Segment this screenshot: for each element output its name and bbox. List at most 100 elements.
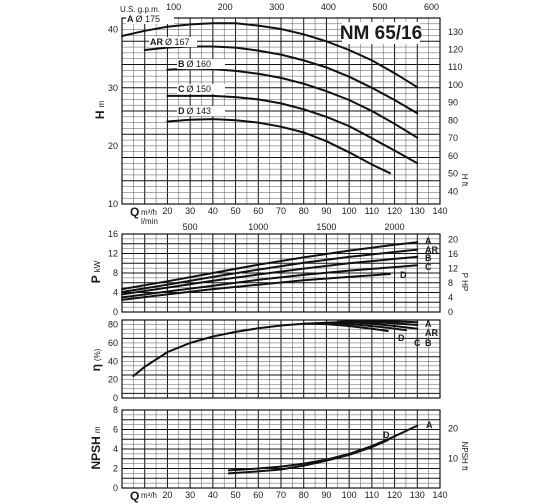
efficiency-y-tick: 80 [108,320,118,330]
q-m3h-tick: 60 [253,206,263,216]
q-lmin-tick: 500 [183,222,198,232]
power-y-tick: 8 [113,268,118,278]
efficiency-axis-label-unit: (%) [93,348,102,361]
npsh-y-tick: 8 [113,405,118,415]
efficiency-curve-d [302,322,389,332]
q-m3h-tick-bottom: 80 [299,490,309,500]
efficiency-frame [121,319,441,399]
power-right-tick: 0 [448,307,453,317]
q-m3h-tick-bottom: 60 [253,490,263,500]
efficiency-curve-label-b: B [425,338,432,348]
npsh-curve-label-d: D [383,430,390,440]
head-curve-d [166,118,391,175]
npsh-y-tick: 0 [113,483,118,493]
head-curve-b [166,67,419,139]
head-frame [121,17,441,205]
power-curve-label-c: C [425,262,432,272]
power-right-tick: 4 [448,292,453,302]
q-m3h-tick-bottom: 90 [321,490,331,500]
q-m3h-tick-bottom: 130 [410,490,425,500]
efficiency-curve-label-ar: AR [425,328,438,338]
npsh-y-tick: 4 [113,444,118,454]
power-curve-label-d: D [400,270,407,280]
power-right-axis-label: P HP [460,273,469,292]
usgpm-tick-label: 400 [321,2,336,12]
npsh-y-tick: 6 [113,425,118,435]
title-backdrop [342,22,420,44]
head-right-tick: 80 [448,115,458,125]
head-label-backdrop [177,84,225,94]
head-label-backdrop [149,37,197,47]
head-right-tick: 130 [448,27,463,37]
q-m3h-tick: 140 [432,206,447,216]
npsh-right-axis-label: NPSH ft [460,442,469,472]
head-y-tick: 20 [108,141,118,151]
head-curve-dia-ar: Ø 167 [165,37,190,47]
head-label-backdrop [177,106,225,116]
head-curve-dia-c: Ø 150 [187,84,212,94]
q-lmin-unit: l/min [141,217,158,226]
head-right-tick: 70 [448,133,458,143]
head-right-tick: 100 [448,80,463,90]
q-m3h-tick: 110 [365,206,379,216]
efficiency-y-tick: 0 [113,393,118,403]
q-m3h-tick: 80 [299,206,309,216]
efficiency-curve-b [325,321,419,330]
power-axis-label-unit: kW [93,260,102,272]
power-curve-label-b: B [425,253,432,263]
power-y-tick: 12 [108,249,118,259]
q-m3h-tick: 130 [410,206,425,216]
q-m3h-tick-bottom: 40 [208,490,218,500]
efficiency-curve-label-d: D [398,333,405,343]
power-curve-ar [121,248,419,293]
head-right-tick: 50 [448,169,458,179]
q-m3h-tick-bottom: 140 [432,490,447,500]
power-y-tick: 16 [108,229,118,239]
npsh-frame [121,409,441,489]
head-curve-dia-d: Ø 143 [187,106,212,116]
efficiency-curve-c [314,322,407,332]
npsh-curve-d [227,439,389,475]
npsh-y-tick: 2 [113,464,118,474]
efficiency-y-tick: 40 [108,356,118,366]
npsh-axis-label: NPSHm [89,426,103,469]
power-right-tick: 16 [448,249,458,259]
head-label-backdrop [126,14,174,24]
npsh-right-tick: 10 [448,453,458,463]
head-right-tick: 110 [448,62,462,72]
q-m3h-tick: 120 [387,206,402,216]
q-m3h-tick: 50 [231,206,241,216]
power-curve-b [121,255,419,296]
head-right-tick: 40 [448,186,458,196]
usgpm-unit-label: U.S. g.p.m. [120,5,160,14]
q-lmin-tick: 1500 [316,222,336,232]
usgpm-tick-label: 500 [372,2,387,12]
q-m3h-tick-bottom: 120 [387,490,402,500]
head-curve-dia-a: Ø 175 [136,14,161,24]
usgpm-tick-label: 600 [424,2,439,12]
head-curve-dia-b: Ø 160 [187,59,212,69]
head-curve-a [121,22,419,89]
head-curve-c [166,94,419,165]
head-right-tick: 120 [448,45,463,55]
power-right-tick: 12 [448,263,458,273]
q-m3h-tick: 70 [276,206,286,216]
npsh-right-tick: 20 [448,424,458,434]
q-axis-label-bottom: Q [130,489,139,503]
power-y-tick: 4 [113,288,118,298]
power-axis-label: PkW [89,260,103,283]
efficiency-y-tick: 60 [108,338,118,348]
q-m3h-tick: 20 [162,206,172,216]
curves-layer [121,22,419,475]
npsh-axis-label-unit: m [93,426,102,433]
power-curve-c [121,264,419,299]
head-axis-label: Hm [93,101,107,120]
q-m3h-tick-bottom: 100 [342,490,357,500]
efficiency-axis-label: η(%) [89,348,103,371]
power-right-tick: 20 [448,234,458,244]
power-curve-a [121,241,419,291]
power-right-tick: 8 [448,278,453,288]
